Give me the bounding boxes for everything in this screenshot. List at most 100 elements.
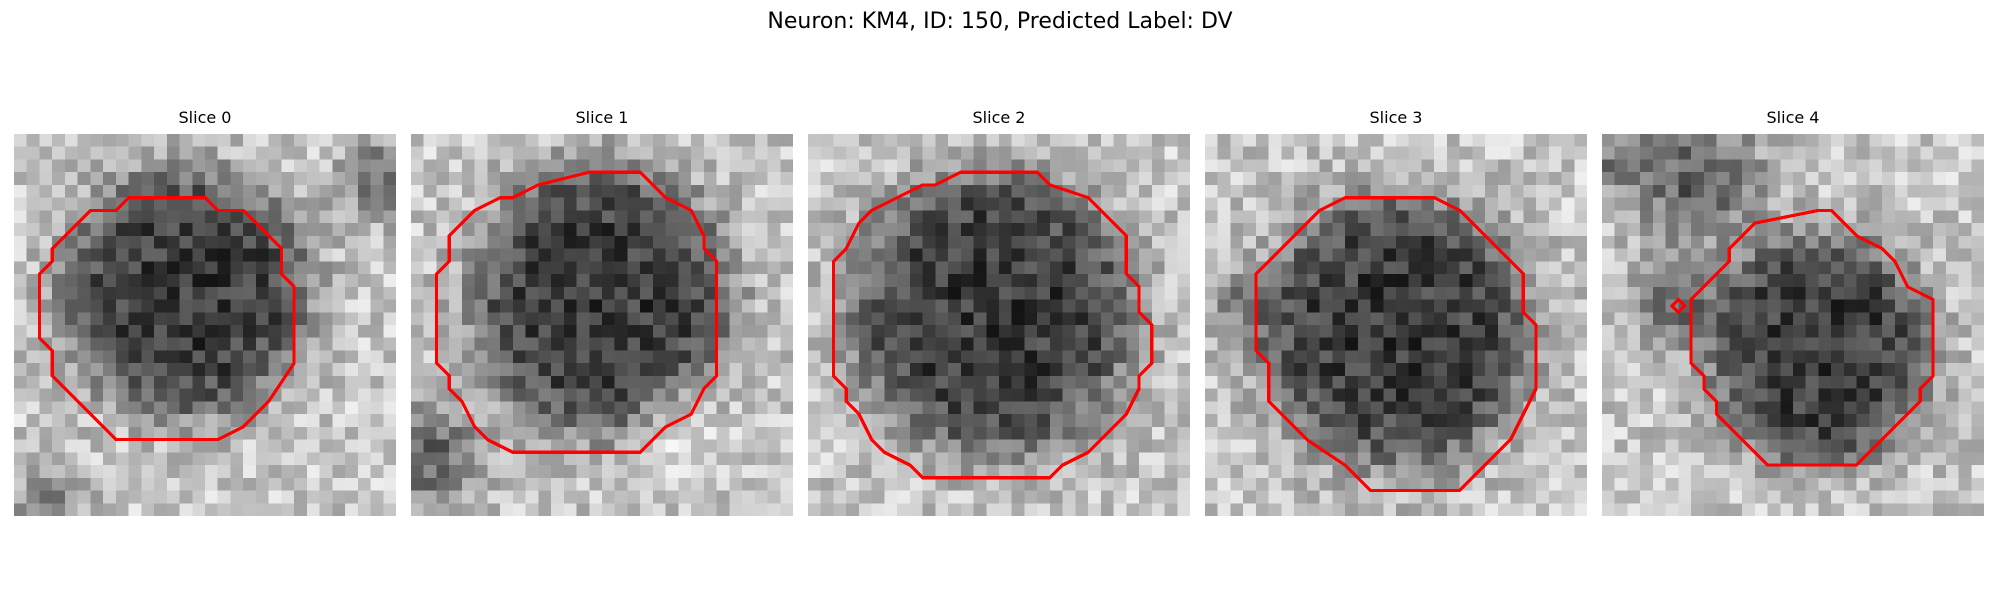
pixel [217, 401, 231, 415]
pixel [1678, 261, 1692, 275]
pixel [411, 197, 424, 211]
pixel [1818, 197, 1832, 211]
pixel [1793, 286, 1806, 300]
pixel [1805, 490, 1819, 504]
pixel [1665, 401, 1679, 415]
pixel [1319, 363, 1333, 377]
pixel [474, 299, 488, 313]
pixel [319, 312, 333, 326]
pixel [1075, 503, 1089, 516]
pixel [729, 325, 743, 338]
pixel [1446, 452, 1460, 466]
pixel [115, 401, 129, 415]
pixel [986, 503, 1000, 516]
pixel [1614, 235, 1628, 249]
pixel [1958, 261, 1972, 275]
pixel [678, 439, 692, 453]
pixel [1945, 337, 1959, 351]
pixel [973, 235, 987, 249]
pixel [1805, 235, 1819, 249]
pixel [500, 286, 514, 300]
pixel [538, 337, 552, 351]
pixel [1602, 146, 1615, 160]
pixel [166, 134, 180, 147]
pixel [423, 439, 437, 453]
pixel [1497, 363, 1511, 377]
pixel [179, 375, 193, 389]
pixel [1217, 210, 1231, 224]
pixel [897, 134, 911, 147]
pixel [563, 388, 577, 402]
pixel [357, 172, 371, 186]
pixel [780, 503, 793, 516]
pixel [935, 248, 949, 262]
pixel [780, 363, 793, 377]
pixel [128, 363, 142, 377]
pixel [1869, 477, 1883, 491]
pixel [1856, 465, 1870, 479]
pixel [1024, 134, 1038, 147]
pixel [1561, 414, 1575, 428]
pixel [1230, 325, 1244, 338]
pixel [1357, 465, 1371, 479]
pixel [691, 426, 705, 440]
pixel [1856, 337, 1870, 351]
pixel [576, 375, 590, 389]
pixel [205, 363, 218, 377]
pixel [1882, 210, 1896, 224]
pixel [243, 337, 257, 351]
pixel [1230, 159, 1244, 173]
pixel [1602, 414, 1615, 428]
pixel [935, 261, 949, 275]
pixel [1139, 184, 1153, 198]
pixel [808, 465, 821, 479]
pixel [512, 172, 526, 186]
pixel [1818, 248, 1832, 262]
pixel [1945, 312, 1959, 326]
pixel [858, 325, 872, 338]
pixel [461, 134, 475, 147]
pixel [1370, 465, 1384, 479]
pixel [1255, 299, 1269, 313]
pixel [1882, 350, 1896, 364]
pixel [205, 414, 218, 428]
pixel [1024, 223, 1038, 237]
pixel [166, 299, 180, 313]
pixel [205, 274, 218, 288]
pixel [1497, 172, 1511, 186]
pixel [474, 312, 488, 326]
pixel [1306, 197, 1320, 211]
pixel [808, 350, 821, 364]
pixel [678, 350, 692, 364]
pixel [1088, 325, 1102, 338]
pixel [357, 184, 371, 198]
pixel [1151, 184, 1165, 198]
pixel [487, 401, 501, 415]
pixel [1627, 274, 1641, 288]
pixel [1652, 184, 1666, 198]
pixel [217, 312, 231, 326]
pixel [1548, 274, 1562, 288]
pixel [1345, 337, 1359, 351]
pixel [281, 325, 295, 338]
pixel [1523, 465, 1537, 479]
pixel [1793, 465, 1806, 479]
pixel [268, 172, 282, 186]
pixel [1523, 134, 1537, 147]
pixel [1357, 146, 1371, 160]
pixel [1958, 197, 1972, 211]
pixel [703, 490, 717, 504]
pixel [1665, 350, 1679, 364]
pixel [627, 223, 641, 237]
pixel [1869, 172, 1883, 186]
pixel [461, 490, 475, 504]
pixel [1561, 490, 1575, 504]
pixel [563, 274, 577, 288]
pixel [576, 503, 590, 516]
pixel [1882, 452, 1896, 466]
pixel [1446, 299, 1460, 313]
pixel [1767, 184, 1781, 198]
pixel [1933, 325, 1947, 338]
pixel [1856, 375, 1870, 389]
pixel [1703, 375, 1717, 389]
